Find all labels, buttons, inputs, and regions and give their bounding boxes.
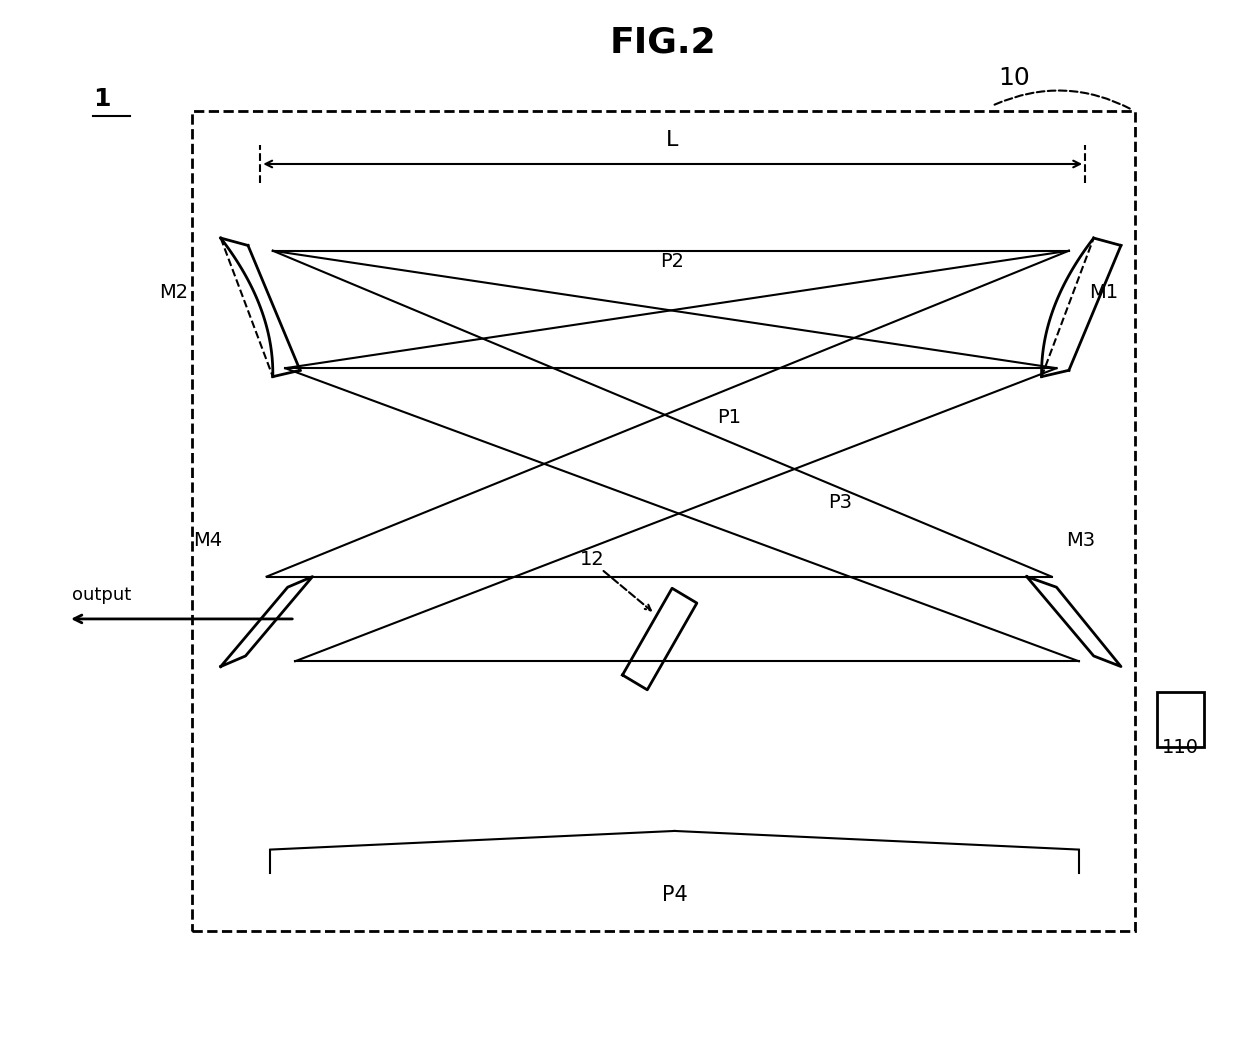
Text: P4: P4	[662, 886, 687, 906]
Text: P3: P3	[828, 493, 852, 512]
Text: 12: 12	[580, 550, 605, 569]
Text: M1: M1	[1089, 284, 1117, 303]
Text: output: output	[72, 586, 131, 604]
Text: 1: 1	[93, 87, 110, 111]
Text: M3: M3	[1066, 531, 1095, 550]
Text: P2: P2	[660, 252, 684, 271]
Text: P1: P1	[717, 408, 740, 427]
Text: L: L	[666, 130, 678, 150]
Text: M4: M4	[193, 531, 222, 550]
Text: 110: 110	[1162, 738, 1199, 758]
Text: M2: M2	[159, 284, 187, 303]
Text: 10: 10	[998, 66, 1030, 90]
Text: FIG.2: FIG.2	[610, 25, 717, 59]
